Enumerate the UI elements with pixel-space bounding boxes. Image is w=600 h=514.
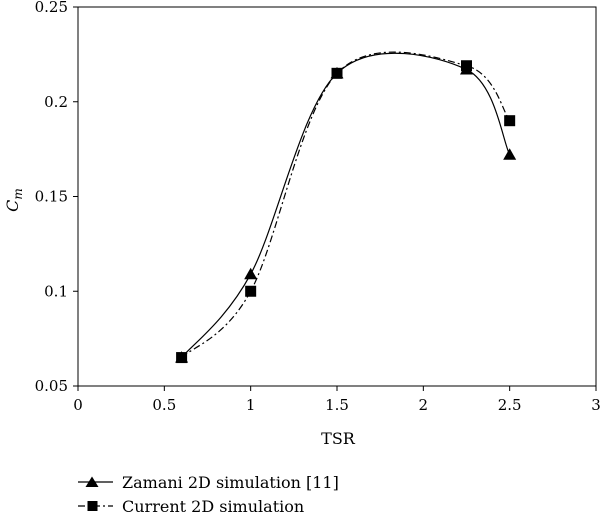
- legend-entry-zamani: Zamani 2D simulation [11]: [78, 473, 339, 492]
- x-axis-title: TSR: [321, 429, 356, 448]
- series-layer: [175, 51, 517, 364]
- data-point-square: [461, 60, 472, 72]
- y-tick-label: 0.25: [35, 0, 68, 16]
- series-line-zamani: [181, 52, 511, 358]
- y-axis-title-subscript: m: [11, 188, 25, 199]
- y-axis-title: Cm: [3, 188, 25, 212]
- x-axis-ticks: 0 0.5 1 1.5 2 2.5 3: [73, 386, 600, 414]
- x-tick-label: 1.5: [325, 396, 349, 414]
- data-point-triangle: [244, 267, 258, 280]
- legend-label-zamani: Zamani 2D simulation [11]: [122, 473, 339, 492]
- legend: Zamani 2D simulation [11] Current 2D sim…: [78, 473, 339, 514]
- legend-label-current: Current 2D simulation: [122, 497, 304, 514]
- y-tick-label: 0.05: [35, 377, 68, 395]
- legend-entry-current: Current 2D simulation: [78, 497, 304, 514]
- plot-border: [77, 6, 597, 387]
- data-point-square: [245, 285, 257, 297]
- y-tick-label: 0.2: [44, 93, 68, 111]
- x-tick-label: 1: [246, 396, 256, 414]
- series-line-current: [181, 51, 511, 359]
- plot-frame: [77, 6, 597, 387]
- data-point-square: [176, 352, 188, 364]
- legend-marker-triangle: [85, 476, 99, 487]
- x-tick-label: 2: [419, 396, 429, 414]
- y-tick-label: 0.15: [35, 188, 68, 206]
- data-point-square: [504, 115, 516, 127]
- x-tick-label: 0.5: [152, 396, 176, 414]
- y-axis-title-main: C: [3, 200, 22, 212]
- x-tick-label: 0: [73, 396, 83, 414]
- x-tick-label: 3: [591, 396, 600, 414]
- legend-marker-square: [87, 501, 98, 511]
- data-point-square: [331, 67, 343, 79]
- y-tick-label: 0.1: [44, 282, 68, 300]
- x-tick-label: 2.5: [498, 396, 522, 414]
- y-axis-ticks: 0.05 0.1 0.15 0.2 0.25: [35, 0, 78, 395]
- data-point-triangle: [503, 148, 517, 160]
